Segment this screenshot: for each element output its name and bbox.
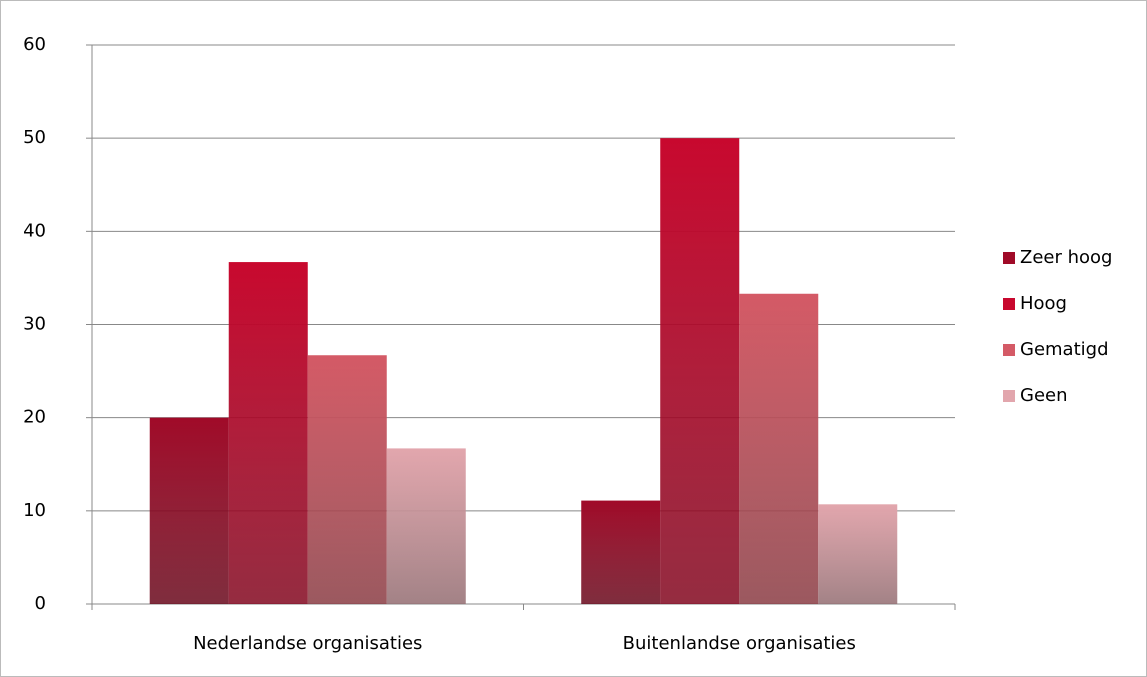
y-tick-label: 20: [23, 407, 46, 428]
legend-label: Hoog: [1020, 293, 1067, 314]
bar: [228, 262, 308, 604]
y-tick-label: 40: [23, 220, 46, 241]
legend-label: Geen: [1020, 385, 1068, 406]
bar: [581, 500, 661, 604]
x-tick-label: Nederlandse organisaties: [193, 633, 422, 654]
legend-swatch: [1003, 390, 1015, 402]
y-tick-label: 60: [23, 34, 46, 55]
legend-label: Gematigd: [1020, 339, 1109, 360]
y-tick-label: 50: [23, 127, 46, 148]
y-tick-label: 0: [35, 593, 46, 614]
bar: [660, 138, 740, 604]
legend-swatch: [1003, 298, 1015, 310]
x-tick-label: Buitenlandse organisaties: [623, 633, 856, 654]
bar: [386, 448, 466, 604]
y-tick-label: 30: [23, 314, 46, 335]
bar: [149, 417, 229, 604]
y-tick-label: 10: [23, 500, 46, 521]
legend-label: Zeer hoog: [1020, 247, 1112, 268]
bar: [818, 504, 898, 604]
legend-swatch: [1003, 252, 1015, 264]
bar: [739, 293, 819, 604]
legend-swatch: [1003, 344, 1015, 356]
bar: [307, 355, 387, 604]
